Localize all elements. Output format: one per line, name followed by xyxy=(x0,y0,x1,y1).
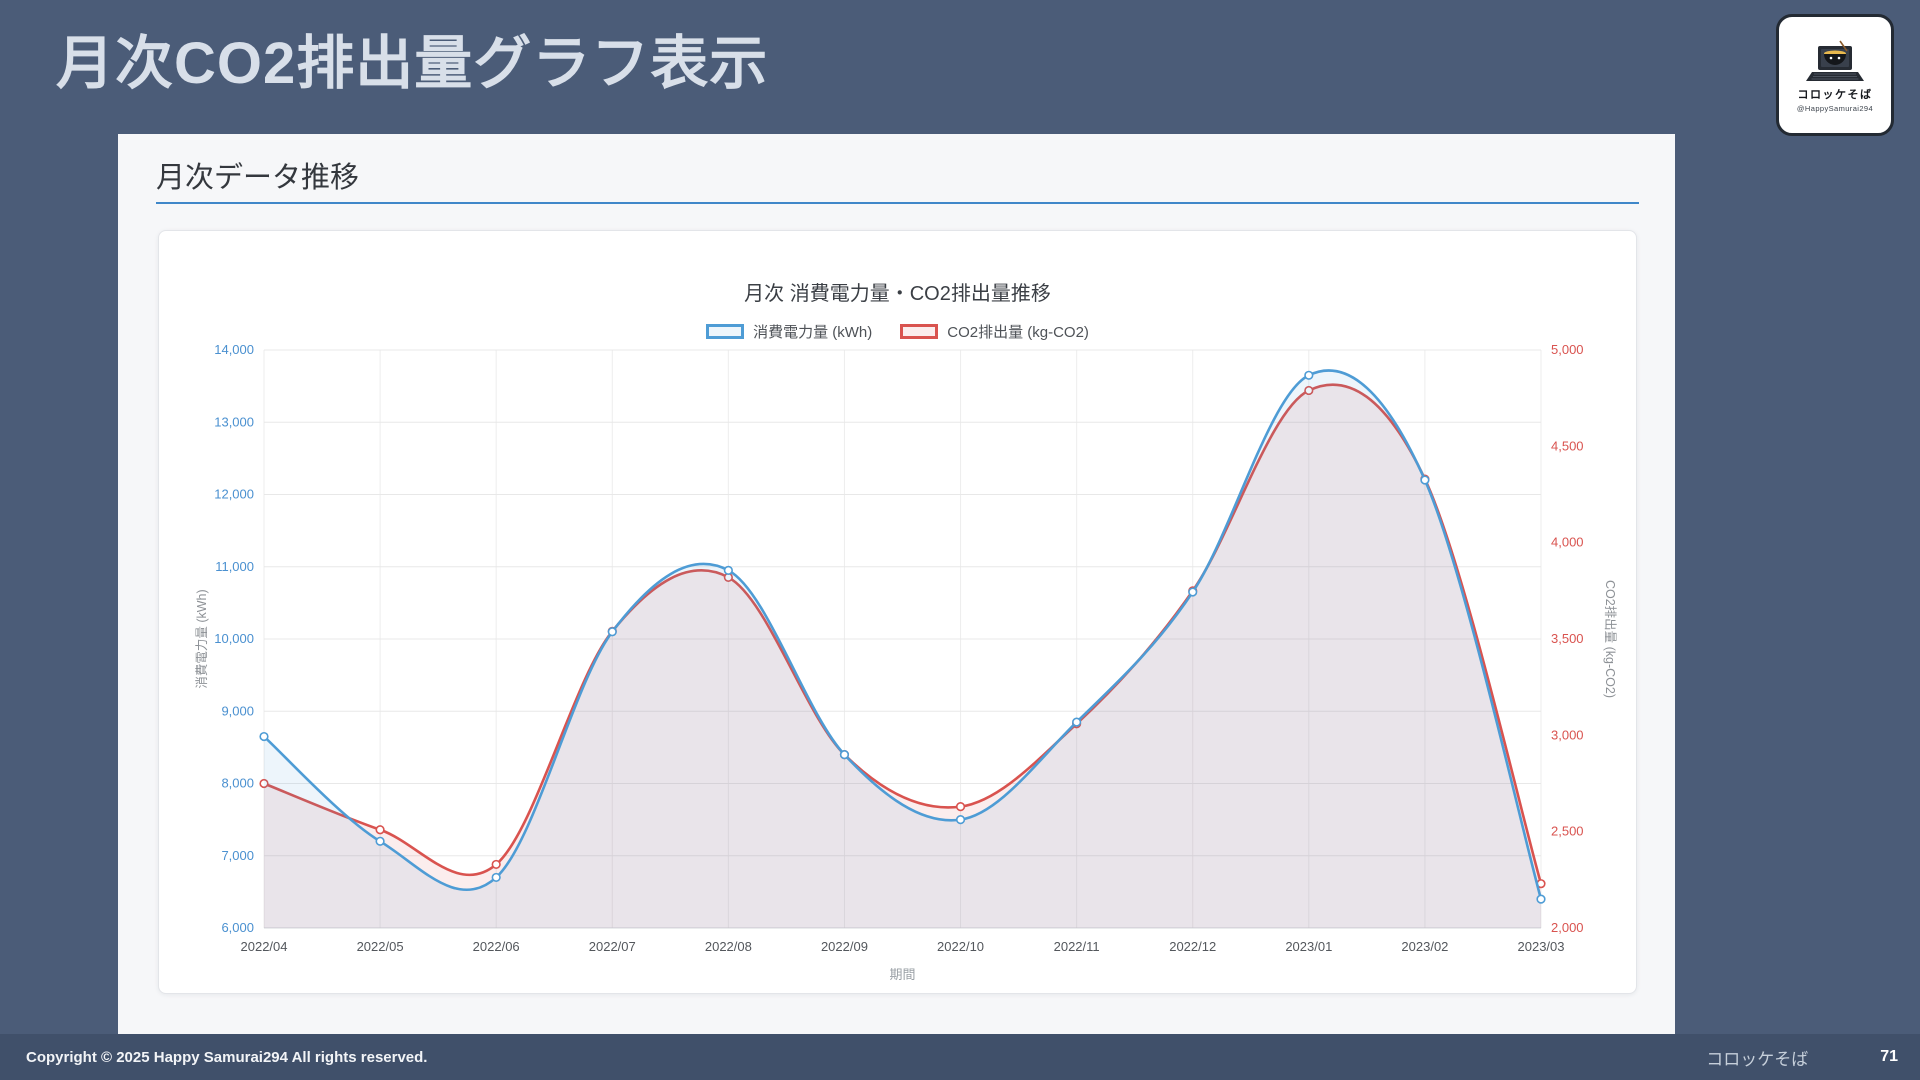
left-tick-label: 14,000 xyxy=(214,342,254,357)
data-point xyxy=(1536,894,1546,904)
data-point xyxy=(1188,587,1198,597)
chart-card: 月次 消費電力量・CO2排出量推移 消費電力量 (kWh) CO2排出量 (kg-… xyxy=(158,230,1637,994)
footer-right-group: コロッケそば 71 xyxy=(1706,1045,1898,1070)
right-tick-label: 2,500 xyxy=(1551,824,1584,839)
series-area xyxy=(264,384,1541,928)
data-point xyxy=(723,565,733,575)
x-tick-label: 2022/07 xyxy=(589,939,636,954)
data-point xyxy=(491,859,501,870)
data-point xyxy=(839,749,850,760)
chart-canvas: 6,000 7,000 8,000 9,000 10,000 11,000 12,000 13… xyxy=(194,342,1617,982)
data-point xyxy=(375,836,385,846)
logo-brand-text: コロッケそば xyxy=(1797,88,1873,101)
data-point xyxy=(1304,370,1314,380)
chart-legend: 消費電力量 (kWh) CO2排出量 (kg-CO2) xyxy=(159,321,1636,342)
section-heading: 月次データ推移 xyxy=(156,162,360,194)
x-tick-label: 2022/04 xyxy=(241,939,288,954)
slide-title: 月次CO2排出量グラフ表示 xyxy=(56,31,769,96)
left-tick-label: 13,000 xyxy=(214,414,254,429)
x-tick-label: 2023/03 xyxy=(1518,939,1565,954)
content-panel: 月次データ推移 月次 消費電力量・CO2排出量推移 消費電力量 (kWh) CO2… xyxy=(118,134,1675,1034)
grid-lines xyxy=(263,349,1542,929)
legend-swatch xyxy=(900,324,939,339)
left-tick-label: 8,000 xyxy=(221,776,254,791)
copyright-text: Copyright © 2025 Happy Samurai294 All ri… xyxy=(26,1048,428,1066)
series-area xyxy=(264,370,1541,928)
right-tick-label: 5,000 xyxy=(1551,342,1584,357)
data-point xyxy=(375,825,385,835)
left-tick-label: 11,000 xyxy=(215,559,254,574)
data-point xyxy=(259,731,269,742)
legend-item: CO2排出量 (kg-CO2) xyxy=(900,321,1089,342)
data-point xyxy=(955,802,966,812)
legend-label: CO2排出量 (kg-CO2) xyxy=(947,324,1089,341)
left-tick-label: 6,000 xyxy=(221,920,254,935)
x-tick-label: 2022/06 xyxy=(473,939,520,954)
right-axis-title: CO2排出量 (kg-CO2) xyxy=(1603,580,1617,698)
heading-underline xyxy=(156,202,1639,204)
right-tick-label: 4,500 xyxy=(1551,438,1584,453)
right-tick-label: 3,500 xyxy=(1551,631,1584,646)
left-tick-label: 10,000 xyxy=(214,631,254,646)
chart-title: 月次 消費電力量・CO2排出量推移 xyxy=(744,283,1051,305)
legend-item: 消費電力量 (kWh) xyxy=(706,321,872,342)
axis-labels: 6,000 7,000 8,000 9,000 10,000 11,000 12,000 13… xyxy=(194,342,1617,982)
series-group xyxy=(259,369,1546,928)
legend-label: 消費電力量 (kWh) xyxy=(753,324,873,341)
left-tick-label: 9,000 xyxy=(221,703,254,718)
x-tick-label: 2022/08 xyxy=(705,939,752,954)
x-tick-label: 2022/12 xyxy=(1169,939,1216,954)
right-tick-label: 4,000 xyxy=(1551,535,1584,550)
bowl-laptop-icon xyxy=(1806,40,1864,81)
logo-handle-text: @HappySamurai294 xyxy=(1796,103,1874,113)
right-tick-label: 2,000 xyxy=(1551,920,1584,935)
legend-swatch xyxy=(706,324,745,339)
x-tick-label: 2022/11 xyxy=(1054,939,1100,954)
footer: Copyright © 2025 Happy Samurai294 All ri… xyxy=(0,1034,1920,1080)
x-tick-label: 2022/10 xyxy=(937,939,984,954)
x-tick-label: 2022/09 xyxy=(821,939,868,954)
x-tick-label: 2023/02 xyxy=(1401,939,1448,954)
x-tick-label: 2022/05 xyxy=(357,939,404,954)
brand-logo: コロッケそば @HappySamurai294 xyxy=(1776,14,1894,136)
footer-brand-text: コロッケそば xyxy=(1706,1049,1809,1069)
x-tick-label: 2023/01 xyxy=(1285,939,1332,954)
data-point xyxy=(607,627,617,637)
x-axis-title: 期間 xyxy=(889,967,915,982)
data-point xyxy=(491,872,501,883)
right-tick-label: 3,000 xyxy=(1551,727,1584,742)
data-point xyxy=(955,815,966,825)
data-point xyxy=(259,778,269,789)
page-number: 71 xyxy=(1880,1048,1898,1065)
left-axis-title: 消費電力量 (kWh) xyxy=(194,589,209,688)
data-point xyxy=(1420,475,1430,485)
data-point xyxy=(1072,717,1082,727)
left-tick-label: 7,000 xyxy=(221,848,254,863)
left-tick-label: 12,000 xyxy=(214,487,254,502)
data-point xyxy=(1304,385,1314,396)
